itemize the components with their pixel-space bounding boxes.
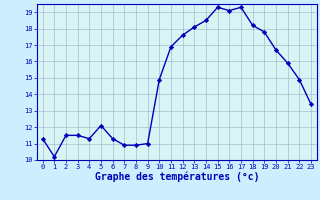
X-axis label: Graphe des températures (°c): Graphe des températures (°c) — [94, 172, 259, 182]
